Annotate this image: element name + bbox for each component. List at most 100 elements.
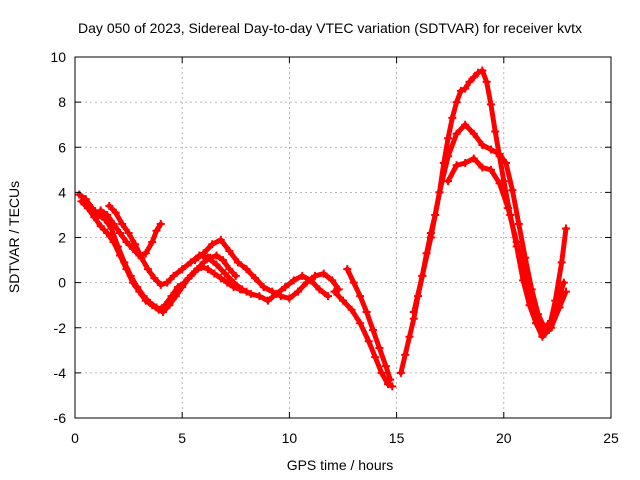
data-point (191, 256, 200, 265)
data-point (268, 287, 277, 296)
data-point (186, 258, 195, 267)
data-point (369, 326, 378, 335)
data-point (154, 305, 163, 314)
data-point (173, 283, 182, 292)
data-point (302, 278, 311, 287)
axis-ticks (74, 56, 612, 419)
data-point (178, 265, 187, 274)
x-tick-label: 10 (282, 430, 298, 446)
data-point (401, 350, 410, 359)
data-point (96, 222, 105, 231)
chart-title: Day 050 of 2023, Sidereal Day-to-day VTE… (78, 20, 582, 36)
data-point (330, 287, 339, 296)
data-point (169, 271, 178, 280)
data-point (233, 258, 242, 267)
data-point (529, 305, 538, 314)
data-point (396, 368, 405, 377)
data-point (501, 159, 510, 168)
data-point (203, 265, 212, 274)
data-point (311, 271, 320, 280)
data-point (148, 301, 157, 310)
data-point (83, 204, 92, 213)
data-point (152, 226, 161, 235)
data-point (193, 265, 202, 274)
data-point (418, 271, 427, 280)
data-point (478, 163, 487, 172)
y-tick-labels: -6 -4 -2 0 2 4 6 8 10 (50, 49, 66, 426)
y-tick-label: 2 (58, 230, 66, 246)
data-point (538, 330, 547, 339)
series-track-g (344, 266, 393, 383)
data-point (199, 258, 208, 267)
data-point (444, 152, 453, 161)
data-point (143, 265, 152, 274)
data-point (546, 323, 555, 332)
series-track-i (411, 122, 567, 331)
data-point (559, 278, 568, 287)
data-point (251, 274, 260, 283)
y-tick-label: 0 (58, 275, 66, 291)
data-point (167, 292, 176, 301)
data-point (452, 161, 461, 170)
data-point (435, 188, 444, 197)
data-point (161, 301, 170, 310)
data-point (225, 265, 234, 274)
data-point (199, 249, 208, 258)
data-point (452, 98, 461, 107)
data-point (203, 253, 212, 262)
data-point (156, 219, 165, 228)
data-point (289, 276, 298, 285)
data-point (405, 332, 414, 341)
x-tick-label: 15 (389, 430, 405, 446)
data-point (495, 150, 504, 159)
data-point (122, 238, 131, 247)
data-point (109, 219, 118, 228)
data-point (105, 201, 114, 210)
x-tick-label: 0 (71, 430, 79, 446)
data-point (111, 208, 120, 217)
data-point (225, 247, 234, 256)
data-point (285, 294, 294, 303)
data-point (276, 292, 285, 301)
data-point (478, 140, 487, 149)
data-point (212, 260, 221, 269)
data-point (255, 292, 264, 301)
y-tick-label: -4 (54, 365, 67, 381)
data-point (461, 84, 470, 93)
data-point (281, 283, 290, 292)
data-point (495, 179, 504, 188)
y-axis-label: SDTVAR / TECUs (6, 181, 22, 293)
data-point (561, 224, 570, 233)
data-point (364, 337, 373, 346)
x-tick-labels: 0 5 10 15 20 25 (71, 430, 619, 446)
data-point (512, 238, 521, 247)
y-tick-label: 8 (58, 94, 66, 110)
data-point (347, 305, 356, 314)
y-tick-label: 6 (58, 139, 66, 155)
data-point (150, 274, 159, 283)
data-point (486, 165, 495, 174)
data-point (293, 287, 302, 296)
data-point (465, 77, 474, 86)
data-point (384, 380, 393, 389)
series-track-j (445, 156, 569, 337)
data-point (444, 134, 453, 143)
data-point (218, 256, 227, 265)
y-tick-label: 10 (50, 49, 66, 65)
data-point (469, 73, 478, 82)
data-point (259, 283, 268, 292)
data-point (334, 285, 343, 294)
y-tick-label: -6 (54, 410, 67, 426)
data-point (444, 177, 453, 186)
data-point (122, 265, 131, 274)
data-point (81, 195, 90, 204)
data-point (409, 307, 418, 316)
data-point (371, 353, 380, 362)
data-point (486, 145, 495, 154)
data-point (343, 265, 352, 274)
data-point (469, 129, 478, 138)
data-point (210, 269, 219, 278)
data-point (212, 251, 221, 260)
data-point (486, 100, 495, 109)
